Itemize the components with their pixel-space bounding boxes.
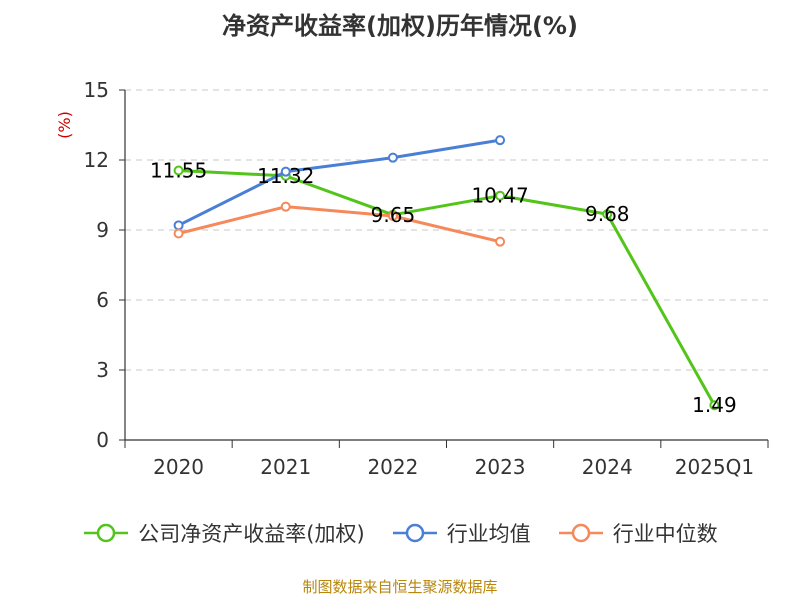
y-tick-label: 3	[96, 358, 109, 382]
y-tick-label: 0	[96, 428, 109, 452]
legend-item-industry-mean[interactable]: 行业均值	[391, 518, 531, 548]
x-tick-label: 2023	[475, 455, 526, 479]
data-point-s2-0	[173, 228, 184, 239]
x-tick-label: 2024	[582, 455, 633, 479]
legend-marker-company	[84, 523, 129, 543]
data-point-s2-1	[280, 201, 291, 212]
chart-legend: 公司净资产收益率(加权) 行业均值 行业中位数	[0, 518, 800, 548]
series-line-2	[178, 205, 501, 244]
data-point-s1-3	[495, 135, 506, 146]
y-tick-label: 12	[84, 148, 109, 172]
y-axis-label: (%)	[55, 111, 74, 139]
data-point-s1-1	[280, 166, 291, 177]
x-tick-label: 2021	[260, 455, 311, 479]
data-label: 11.32	[257, 164, 314, 188]
data-label: 1.49	[692, 393, 737, 417]
data-point-s2-2	[387, 211, 398, 221]
data-point-s2-3	[495, 236, 506, 247]
legend-label-industry-median: 行业中位数	[612, 522, 718, 546]
data-point-s0-5	[709, 400, 720, 411]
series-line-0	[178, 169, 716, 406]
series-line-1	[177, 138, 501, 227]
y-tick-label: 6	[96, 288, 109, 312]
legend-marker-industry-mean	[392, 523, 437, 543]
legend-item-industry-median[interactable]: 行业中位数	[557, 518, 718, 548]
x-tick-label: 2020	[153, 455, 204, 479]
data-source-note: 制图数据来自恒生聚源数据库	[302, 578, 498, 596]
data-label: 10.47	[471, 184, 528, 208]
legend-label-company: 公司净资产收益率(加权)	[138, 522, 365, 546]
data-label: 9.68	[585, 202, 630, 226]
chart-title: 净资产收益率(加权)历年情况(%)	[222, 12, 578, 40]
y-tick-label: 15	[84, 78, 109, 102]
data-point-s0-4	[602, 209, 613, 220]
data-point-s0-0	[173, 165, 184, 176]
x-tick-label: 2025Q1	[675, 455, 754, 479]
y-tick-label: 9	[96, 218, 109, 242]
data-label: 9.65	[371, 203, 416, 227]
x-tick-label: 2022	[367, 455, 418, 479]
data-point-s1-2	[387, 152, 398, 163]
legend-item-company[interactable]: 公司净资产收益率(加权)	[82, 518, 365, 548]
legend-marker-industry-median	[558, 523, 603, 543]
data-label: 11.55	[150, 159, 207, 183]
data-point-s1-0	[173, 220, 184, 231]
legend-label-industry-mean: 行业均值	[446, 522, 531, 546]
data-point-s0-3	[495, 190, 506, 201]
